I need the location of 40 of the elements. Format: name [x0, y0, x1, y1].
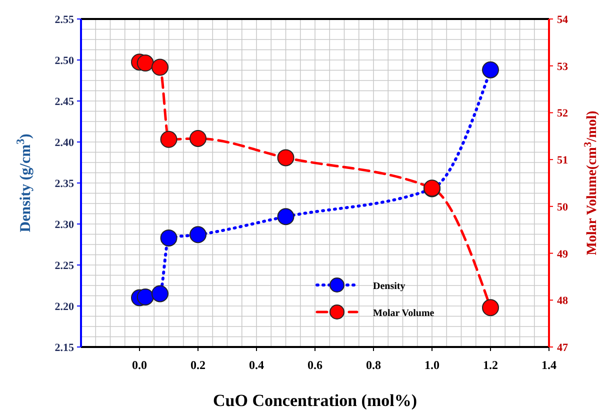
- x-tick-label: 1.2: [483, 358, 498, 372]
- point: [151, 285, 168, 302]
- y-tick-label: 2.20: [54, 301, 74, 313]
- x-tick-label: 0.8: [366, 358, 381, 372]
- point: [277, 149, 294, 166]
- point: [482, 61, 499, 78]
- point: [277, 208, 294, 226]
- y2-tick-label: 54: [557, 14, 568, 26]
- legend-label: Density: [373, 281, 406, 292]
- point: [151, 58, 168, 76]
- point: [136, 288, 154, 306]
- point: [136, 54, 154, 72]
- x-tick-label: 0.6: [308, 358, 322, 372]
- y2-tick-label: 50: [557, 201, 568, 214]
- y-tick-label: 2.45: [54, 96, 74, 108]
- y-tick-label: 2.15: [54, 342, 74, 354]
- y-tick-label: 2.30: [54, 219, 74, 231]
- y-tick-label: 2.25: [54, 260, 74, 272]
- point: [482, 299, 499, 316]
- x-tick-label: 0.2: [190, 358, 206, 372]
- y2-tick-label: 49: [557, 248, 568, 260]
- point: [160, 229, 178, 246]
- x-tick-label: 0.0: [132, 358, 147, 372]
- point: [190, 226, 206, 244]
- y-tick-label: 2.35: [54, 178, 74, 190]
- x-axis-title: CuO Concentration (mol%): [213, 391, 417, 410]
- y2-tick-label: 53: [557, 60, 568, 73]
- y2-tick-label: 52: [557, 108, 568, 120]
- legend-label: Molar Volume: [373, 308, 435, 319]
- x-tick-label: 1.4: [542, 358, 556, 372]
- y-tick-label: 2.50: [54, 55, 74, 67]
- point: [190, 130, 206, 147]
- x-tick-label: 1.0: [424, 358, 440, 372]
- y2-tick-label: 47: [557, 342, 568, 354]
- point: [160, 130, 178, 148]
- y-tick-label: 2.55: [54, 14, 74, 26]
- y-tick-label: 2.40: [54, 137, 74, 149]
- y2-tick-label: 48: [557, 295, 568, 308]
- y2-tick-label: 51: [557, 154, 568, 167]
- x-tick-label: 0.4: [249, 358, 264, 372]
